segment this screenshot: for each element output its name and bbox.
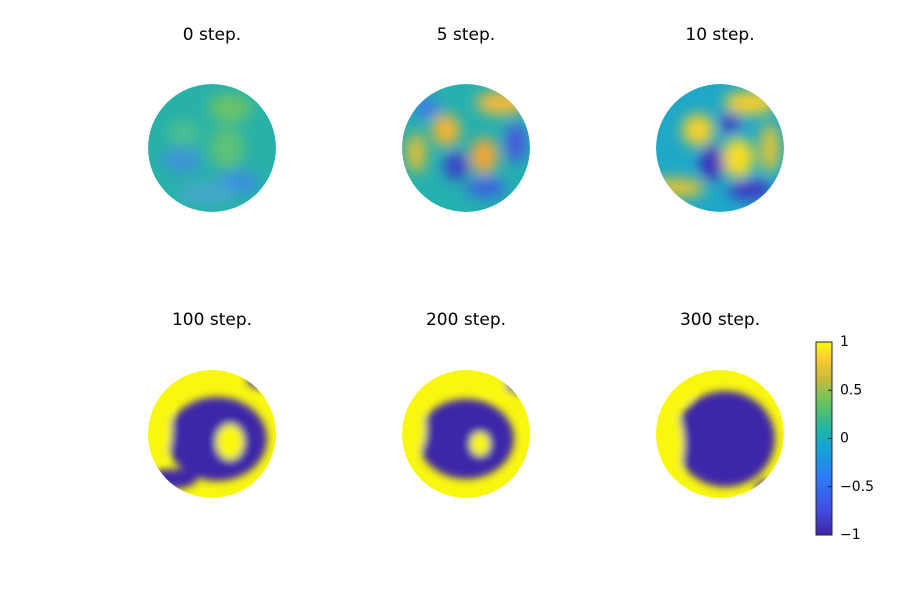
blob <box>728 180 772 200</box>
sphere-pattern <box>656 91 780 200</box>
blob <box>506 123 526 163</box>
sphere <box>402 370 530 498</box>
colorbar-tick-label: 0.5 <box>840 382 862 398</box>
sphere <box>656 84 784 212</box>
panel-title: 0 step. <box>183 25 241 45</box>
blob <box>470 432 490 456</box>
blob <box>406 404 426 454</box>
blob <box>209 126 245 170</box>
colorbar-tick-label: 1 <box>840 334 849 350</box>
blob <box>148 469 197 489</box>
blob <box>720 113 740 133</box>
blob <box>152 399 172 459</box>
blob <box>700 145 724 181</box>
blob <box>755 479 784 498</box>
blob <box>682 114 714 146</box>
sphere <box>402 84 530 212</box>
blob <box>247 370 276 389</box>
blob <box>406 133 426 173</box>
blob <box>470 138 498 174</box>
blob <box>724 91 776 115</box>
blob <box>722 138 754 178</box>
blob <box>760 123 780 173</box>
blob <box>177 181 237 205</box>
blob <box>675 391 775 487</box>
blob <box>656 178 705 198</box>
panels: 0 step. 5 step. 10 step. 100 step. 200 step.… <box>148 25 784 498</box>
blob <box>216 424 244 460</box>
panel-title: 300 step. <box>680 310 760 330</box>
sphere-pattern <box>162 94 259 205</box>
panel-title: 100 step. <box>172 310 252 330</box>
blob <box>668 384 692 404</box>
colorbar-tick-label: −1 <box>840 527 861 543</box>
blob <box>656 409 684 479</box>
colorbar: 1 0.5 0 −0.5 −1 <box>815 334 874 543</box>
colorbar-tick-label: 0 <box>840 431 849 447</box>
blob <box>506 374 530 394</box>
blob <box>412 98 440 118</box>
panel-title: 200 step. <box>426 310 506 330</box>
sphere <box>148 84 276 212</box>
blob <box>162 148 202 172</box>
sphere <box>148 370 276 498</box>
colorbar-tick-label: −0.5 <box>840 479 874 495</box>
sphere-pattern <box>406 91 526 198</box>
blob <box>481 374 530 394</box>
blob <box>168 119 200 147</box>
blob <box>208 94 252 122</box>
blob <box>432 114 460 146</box>
blob <box>466 178 506 198</box>
blob <box>444 152 468 180</box>
blob <box>418 399 514 479</box>
panel-title: 5 step. <box>437 25 495 45</box>
panel-title: 10 step. <box>685 25 754 45</box>
sphere <box>656 370 784 498</box>
blob <box>476 91 526 115</box>
